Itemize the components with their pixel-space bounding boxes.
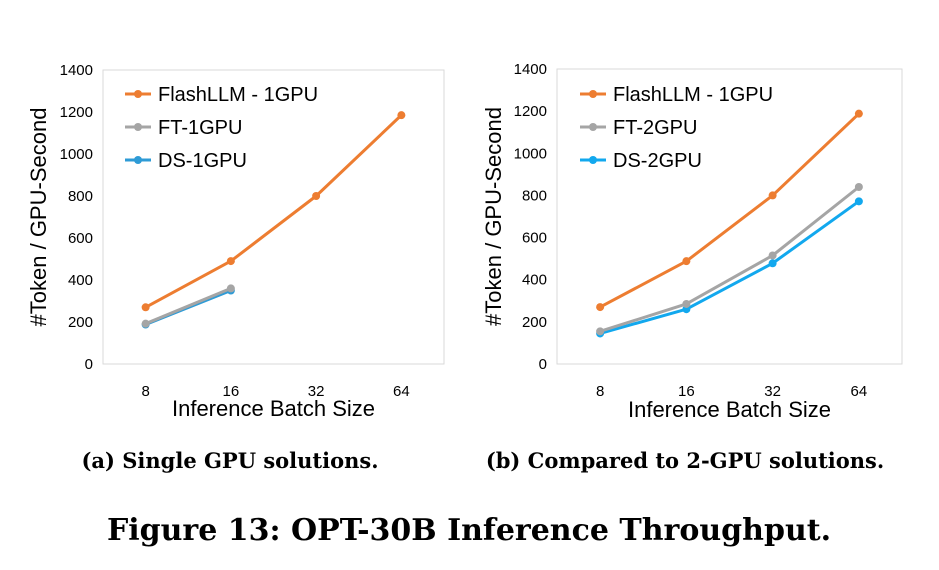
data-point	[312, 192, 321, 200]
data-point	[596, 327, 605, 336]
x-tick-label: 32	[308, 383, 325, 400]
x-tick-label: 8	[141, 383, 149, 400]
y-tick-label: 600	[68, 230, 93, 247]
legend-marker	[589, 123, 597, 131]
plot-area	[556, 68, 903, 365]
y-tick-label: 400	[68, 272, 93, 289]
y-tick-label: 1200	[60, 104, 93, 121]
data-point	[854, 183, 863, 191]
series-line	[599, 112, 860, 309]
series-line	[144, 114, 403, 309]
legend-marker	[589, 156, 597, 164]
data-point	[768, 259, 777, 268]
legend-marker	[589, 90, 597, 98]
data-point	[141, 303, 150, 312]
x-tick-label: 64	[393, 383, 410, 400]
chart-panel-a: 0 200 400 600 800 1000 1200 1400 8 16 32 64 Inferenc…	[26, 62, 445, 421]
data-point	[226, 284, 235, 293]
data-point	[854, 197, 863, 206]
y-tick-label: 800	[68, 188, 93, 205]
legend-label: DS-2GPU	[613, 150, 702, 172]
y-axis-label: #Token / GPU-Second	[26, 108, 51, 327]
y-tick-label: 0	[539, 356, 547, 373]
x-tick-label: 32	[764, 383, 781, 400]
y-tick-label: 200	[68, 314, 93, 331]
series-line	[599, 200, 860, 335]
data-point	[768, 191, 777, 200]
legend-label: DS-1GPU	[158, 150, 247, 172]
x-axis-label: Inference Batch Size	[172, 396, 375, 421]
x-tick-label: 16	[678, 383, 695, 400]
legend-label: FT-1GPU	[158, 117, 242, 139]
chart-panel-b: 0 200 400 600 800 1000 1200 1400 8 16 32 64 Inferenc…	[481, 61, 903, 422]
data-point	[682, 299, 691, 308]
y-tick-label: 1400	[514, 61, 547, 78]
data-point	[682, 257, 691, 266]
y-tick-label: 1400	[60, 62, 93, 79]
legend-label: FlashLLM - 1GPU	[613, 84, 773, 106]
x-tick-label: 8	[596, 383, 604, 400]
legend-marker	[134, 90, 142, 98]
x-tick-label: 64	[851, 383, 868, 400]
legend-marker	[134, 156, 142, 164]
y-tick-label: 400	[522, 272, 547, 289]
legend-label: FlashLLM - 1GPU	[158, 84, 318, 106]
y-tick-label: 0	[85, 356, 93, 373]
subcaption-b: (b) Compared to 2-GPU solutions.	[486, 448, 884, 473]
data-point	[397, 111, 406, 120]
series-line	[145, 287, 232, 326]
figure-caption: Figure 13: OPT-30B Inference Throughput.	[107, 513, 831, 548]
x-axis-label: Inference Batch Size	[628, 397, 831, 422]
y-axis-label: #Token / GPU-Second	[481, 107, 506, 326]
y-tick-label: 1000	[60, 146, 93, 163]
data-point	[768, 251, 777, 260]
y-tick-label: 1000	[514, 145, 547, 162]
plot-area	[102, 69, 445, 365]
subcaption-a: (a) Single GPU solutions.	[81, 448, 378, 473]
data-point	[854, 109, 863, 118]
legend-label: FT-2GPU	[613, 117, 697, 139]
y-tick-label: 200	[522, 314, 547, 331]
series-line	[599, 185, 860, 333]
y-tick-label: 1200	[514, 103, 547, 120]
y-tick-label: 600	[522, 230, 547, 247]
x-tick-label: 16	[223, 383, 240, 400]
legend-marker	[134, 123, 142, 131]
data-point	[141, 319, 150, 328]
data-point	[596, 303, 605, 312]
data-point	[226, 257, 235, 266]
y-tick-label: 800	[522, 187, 547, 204]
